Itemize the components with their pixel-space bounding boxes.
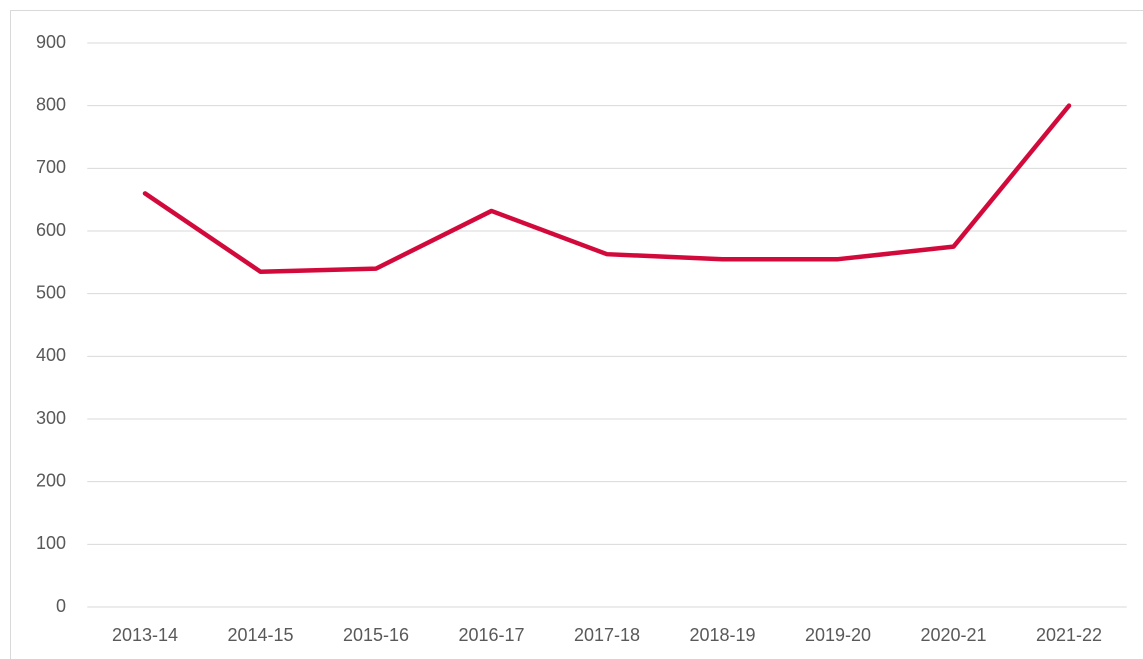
y-tick-label: 800	[36, 94, 66, 114]
y-tick-label: 700	[36, 157, 66, 177]
y-tick-label: 600	[36, 220, 66, 240]
y-tick-label: 0	[56, 596, 66, 616]
x-tick-label: 2015-16	[343, 625, 409, 645]
x-tick-label: 2016-17	[458, 625, 524, 645]
chart-border	[10, 10, 1143, 659]
y-tick-label: 900	[36, 32, 66, 52]
data-line	[142, 103, 1072, 274]
y-tick-label: 200	[36, 470, 66, 490]
x-tick-label: 2019-20	[805, 625, 871, 645]
y-tick-label: 500	[36, 282, 66, 302]
y-tick-label: 400	[36, 345, 66, 365]
x-tick-label: 2021-22	[1036, 625, 1102, 645]
x-tick-label: 2013-14	[112, 625, 178, 645]
y-tick-label: 300	[36, 408, 66, 428]
x-tick-label: 2017-18	[574, 625, 640, 645]
x-tick-label: 2018-19	[689, 625, 755, 645]
x-tick-label: 2014-15	[227, 625, 293, 645]
y-tick-label: 100	[36, 533, 66, 553]
x-tick-label: 2020-21	[920, 625, 986, 645]
